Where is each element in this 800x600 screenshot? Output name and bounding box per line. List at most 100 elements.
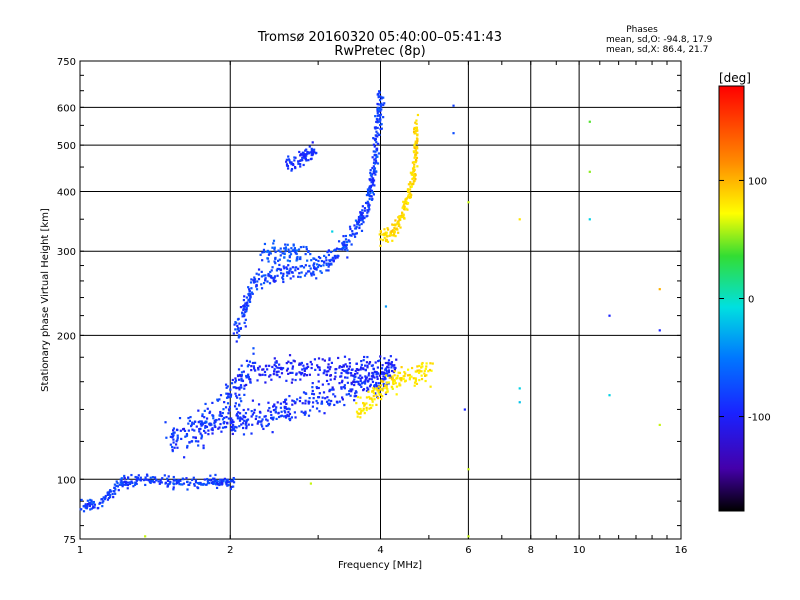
data-point bbox=[227, 412, 230, 415]
x-tick-label: 16 bbox=[675, 545, 688, 556]
data-point bbox=[222, 408, 225, 411]
data-point bbox=[299, 165, 302, 168]
data-point bbox=[248, 289, 251, 293]
data-point bbox=[245, 376, 248, 379]
data-point bbox=[320, 259, 324, 263]
data-point bbox=[371, 177, 375, 180]
data-point bbox=[172, 475, 175, 479]
data-point bbox=[310, 147, 313, 150]
data-point bbox=[299, 363, 302, 366]
data-point bbox=[322, 391, 326, 394]
data-point bbox=[305, 248, 308, 251]
data-point bbox=[247, 304, 250, 307]
data-point bbox=[345, 247, 348, 250]
data-point bbox=[292, 163, 295, 167]
data-point bbox=[404, 198, 407, 201]
data-point bbox=[396, 374, 399, 377]
data-point bbox=[254, 417, 257, 421]
data-point bbox=[387, 359, 391, 362]
data-point bbox=[372, 372, 375, 375]
data-point bbox=[303, 413, 306, 416]
data-point bbox=[239, 384, 243, 387]
data-point bbox=[321, 383, 324, 386]
data-point bbox=[408, 191, 411, 194]
data-point bbox=[415, 382, 419, 385]
data-point bbox=[124, 483, 128, 486]
data-point bbox=[121, 481, 124, 484]
data-point bbox=[359, 219, 362, 222]
data-point bbox=[387, 381, 390, 384]
data-point bbox=[202, 429, 206, 432]
data-point bbox=[383, 236, 386, 239]
data-point bbox=[212, 417, 215, 420]
data-point bbox=[386, 361, 389, 364]
data-point bbox=[370, 181, 373, 184]
data-point bbox=[384, 239, 388, 243]
data-point bbox=[231, 419, 234, 422]
data-point bbox=[244, 325, 247, 328]
data-point bbox=[310, 259, 313, 262]
data-point bbox=[398, 371, 402, 375]
data-point bbox=[359, 416, 362, 419]
data-point bbox=[305, 374, 309, 377]
data-point bbox=[370, 178, 373, 181]
data-point bbox=[228, 405, 232, 409]
data-point bbox=[277, 412, 280, 415]
data-point bbox=[371, 404, 374, 407]
data-point bbox=[380, 102, 383, 105]
data-point bbox=[371, 179, 375, 182]
data-point bbox=[344, 244, 347, 247]
data-point bbox=[328, 402, 332, 405]
data-point bbox=[287, 372, 290, 375]
data-point bbox=[390, 385, 394, 388]
data-point bbox=[416, 365, 419, 368]
data-point bbox=[368, 178, 371, 181]
data-point bbox=[402, 203, 406, 206]
x-tick-label: 2 bbox=[227, 545, 233, 556]
data-point bbox=[414, 149, 417, 152]
data-point bbox=[252, 352, 255, 355]
data-point bbox=[387, 374, 390, 377]
data-point bbox=[285, 160, 288, 163]
data-point bbox=[403, 374, 406, 378]
data-point bbox=[253, 278, 256, 282]
data-point bbox=[371, 181, 375, 184]
data-point bbox=[240, 364, 243, 367]
data-point bbox=[366, 386, 369, 389]
data-point bbox=[402, 216, 406, 219]
data-point bbox=[364, 364, 367, 367]
data-point bbox=[295, 257, 299, 260]
data-point bbox=[518, 401, 521, 404]
data-point bbox=[467, 535, 470, 538]
data-point bbox=[279, 402, 282, 405]
data-point bbox=[294, 250, 297, 254]
data-point bbox=[382, 383, 385, 386]
data-point bbox=[362, 409, 365, 412]
data-point bbox=[136, 476, 139, 479]
data-point bbox=[328, 390, 331, 393]
data-point bbox=[387, 369, 391, 372]
data-point bbox=[246, 365, 249, 368]
data-point bbox=[346, 381, 349, 384]
data-point bbox=[275, 406, 278, 409]
data-point bbox=[318, 392, 321, 395]
data-point bbox=[313, 148, 316, 151]
data-point bbox=[241, 315, 244, 318]
data-point bbox=[271, 246, 274, 249]
data-point bbox=[106, 498, 109, 501]
data-point bbox=[343, 384, 346, 387]
data-point bbox=[399, 226, 402, 229]
data-point bbox=[330, 250, 333, 254]
data-point bbox=[192, 436, 195, 439]
data-point bbox=[348, 390, 351, 393]
data-point bbox=[387, 366, 390, 369]
data-point bbox=[409, 196, 413, 199]
data-point bbox=[186, 480, 189, 483]
y-tick-label: 400 bbox=[57, 187, 76, 198]
data-point bbox=[376, 108, 379, 111]
data-point bbox=[243, 295, 246, 298]
data-point bbox=[240, 423, 243, 426]
data-point bbox=[260, 283, 263, 286]
data-point bbox=[216, 479, 219, 483]
data-point bbox=[315, 268, 318, 271]
